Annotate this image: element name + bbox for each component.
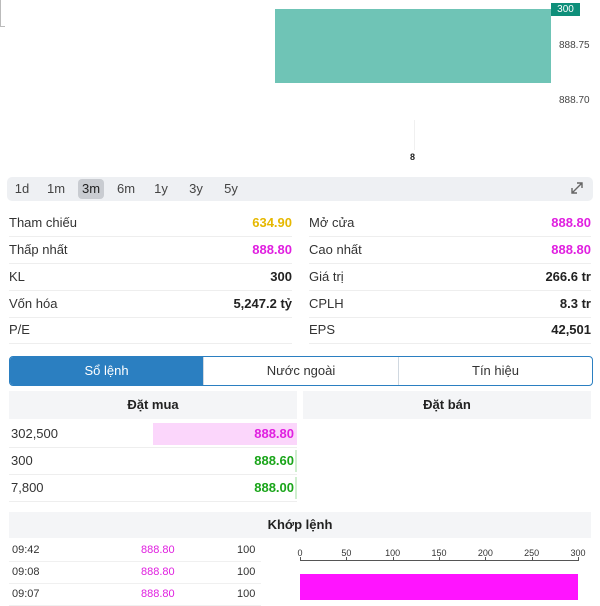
stat-value: 42,501 xyxy=(551,322,591,337)
volume-tick-mark xyxy=(485,557,487,561)
volume-tick-label: 200 xyxy=(477,548,493,558)
volume-tick-label: 250 xyxy=(524,548,540,558)
stat-value: 888.80 xyxy=(551,242,591,257)
volume-tick-mark xyxy=(578,557,579,561)
matched-volume: 100 xyxy=(237,544,256,556)
stat-label: P/E xyxy=(9,322,30,337)
buy-row: 7,800 888.00 xyxy=(9,475,297,502)
stat-value: 888.80 xyxy=(252,242,292,257)
matched-volume-bar xyxy=(300,574,578,600)
stat-label: EPS xyxy=(309,322,336,337)
stat-row-tham-chieu: Tham chiếu 634.90 xyxy=(9,210,292,237)
y-tick-label: 888.75 xyxy=(559,40,590,51)
matched-row: 09:08 888.80 100 xyxy=(9,561,261,584)
buy-row: 300 888.60 xyxy=(9,448,297,475)
matched-time: 09:08 xyxy=(12,566,40,578)
stat-row-cao-nhat: Cao nhất 888.80 xyxy=(309,237,591,264)
matched-price: 888.80 xyxy=(141,588,175,600)
matched-time: 09:07 xyxy=(12,588,40,600)
volume-tick-mark xyxy=(439,557,440,561)
stat-value: 888.80 xyxy=(551,215,591,230)
buy-depth-fill xyxy=(295,450,297,472)
buy-volume: 302,500 xyxy=(11,426,58,441)
stat-row-thap-nhat: Thấp nhất 888.80 xyxy=(9,237,292,264)
volume-bar xyxy=(275,9,551,83)
chart-gridline xyxy=(414,120,415,150)
stat-label: Vốn hóa xyxy=(9,296,58,311)
range-selector: 1d 1m 3m 6m 1y 3y 5y xyxy=(7,177,593,201)
buy-row: 302,500 888.80 xyxy=(9,421,297,448)
chart-corner-mark xyxy=(0,0,5,27)
stat-value: 300 xyxy=(270,269,292,284)
buy-depth-fill xyxy=(153,423,297,445)
volume-tick-label: 300 xyxy=(570,548,586,558)
stat-label: Thấp nhất xyxy=(9,242,68,257)
range-1d[interactable]: 1d xyxy=(14,181,30,196)
stat-label: KL xyxy=(9,269,25,284)
tab-bar: Sổ lệnh Nước ngoài Tín hiệu xyxy=(9,356,593,386)
tab-divider xyxy=(203,357,204,385)
buy-volume: 7,800 xyxy=(11,480,44,495)
range-3y[interactable]: 3y xyxy=(189,181,203,196)
range-1y[interactable]: 1y xyxy=(154,181,168,196)
matched-row: 09:07 888.80 100 xyxy=(9,583,261,606)
tab-so-lenh[interactable]: Sổ lệnh xyxy=(10,357,203,385)
stat-label: Mở cửa xyxy=(309,215,355,230)
stat-row-mo-cua: Mở cửa 888.80 xyxy=(309,210,591,237)
matched-price: 888.80 xyxy=(141,566,175,578)
volume-tick-label: 50 xyxy=(341,548,352,558)
buy-volume: 300 xyxy=(11,453,33,468)
volume-tick-mark xyxy=(531,557,533,561)
stat-label: Cao nhất xyxy=(309,242,362,257)
range-3m[interactable]: 3m xyxy=(78,179,104,199)
buy-price: 888.00 xyxy=(254,480,294,495)
matched-price: 888.80 xyxy=(141,544,175,556)
tab-divider xyxy=(398,357,399,385)
matched-header: Khớp lệnh xyxy=(9,512,591,538)
stat-value: 634.90 xyxy=(252,215,292,230)
buy-depth-fill xyxy=(295,477,297,499)
volume-tick-mark xyxy=(346,557,348,561)
volume-tick-label: 150 xyxy=(431,548,447,558)
stat-label: Tham chiếu xyxy=(9,215,77,230)
stat-row-von-hoa: Vốn hóa 5,247.2 tỷ xyxy=(9,291,292,318)
range-5y[interactable]: 5y xyxy=(224,181,238,196)
range-1m[interactable]: 1m xyxy=(46,181,66,196)
volume-tick-label: 0 xyxy=(297,548,303,558)
matched-volume: 100 xyxy=(237,566,256,578)
price-chart: 300 888.75 888.70 8 xyxy=(0,0,600,172)
expand-icon[interactable] xyxy=(569,180,585,196)
stat-row-pe: P/E xyxy=(9,317,292,344)
stat-row-cplh: CPLH 8.3 tr xyxy=(309,291,591,318)
range-6m[interactable]: 6m xyxy=(116,181,136,196)
volume-tick-label: 100 xyxy=(385,548,401,558)
stat-row-gia-tri: Giá trị 266.6 tr xyxy=(309,264,591,291)
matched-row: 09:42 888.80 100 xyxy=(9,539,261,562)
tab-nuoc-ngoai[interactable]: Nước ngoài xyxy=(266,363,336,378)
stat-label: CPLH xyxy=(309,296,344,311)
stat-label: Giá trị xyxy=(309,269,344,284)
stat-row-eps: EPS 42,501 xyxy=(309,317,591,344)
buy-header: Đặt mua xyxy=(9,391,297,419)
matched-time: 09:42 xyxy=(12,544,40,556)
x-tick-label: 8 xyxy=(410,152,416,162)
volume-tick-mark xyxy=(392,557,394,561)
price-badge: 300 xyxy=(551,3,580,16)
stat-value: 5,247.2 tỷ xyxy=(233,296,292,311)
volume-tick-mark xyxy=(300,557,301,561)
tab-tin-hieu[interactable]: Tín hiệu xyxy=(472,363,519,378)
stat-value: 266.6 tr xyxy=(545,269,591,284)
buy-price: 888.80 xyxy=(254,426,294,441)
stat-row-kl: KL 300 xyxy=(9,264,292,291)
sell-header: Đặt bán xyxy=(303,391,591,419)
stat-value: 8.3 tr xyxy=(559,296,591,311)
buy-price: 888.60 xyxy=(254,453,294,468)
matched-volume: 100 xyxy=(237,588,256,600)
sell-rows-empty xyxy=(303,421,591,501)
y-tick-label: 888.70 xyxy=(559,95,590,106)
